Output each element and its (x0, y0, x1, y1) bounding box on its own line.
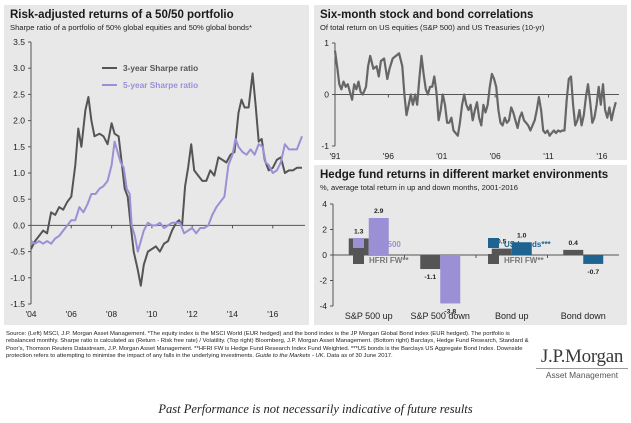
y-tick-label: 3.0 (13, 63, 25, 73)
panel-title: Risk-adjusted returns of a 50/50 portfol… (10, 9, 234, 21)
panel-title: Hedge fund returns in different market e… (320, 169, 609, 181)
correlation-chart: -1 0 1 '91 '96 '01 '06 '11 '16 (321, 38, 619, 161)
x-tick-label: '16 (267, 309, 278, 319)
source-text: Source: (Left) MSCI, J.P. Morgan Asset M… (6, 331, 529, 360)
bar-value-label: -0.7 (587, 269, 599, 276)
y-tick-label: 1.0 (13, 168, 25, 178)
legend-label: HFRI FW** (369, 256, 409, 265)
bar-value-label: 0.5 (497, 239, 507, 246)
source-tail: Data as of 30 June 2017. (325, 353, 393, 360)
y-tick-label: 0 (324, 90, 329, 100)
category-label: Bond down (561, 311, 606, 321)
bar-value-label: 0.4 (569, 240, 579, 247)
series-line-correlation (333, 50, 617, 137)
bar-hfri-fw- (563, 249, 584, 255)
y-tick-label: 0 (322, 250, 327, 260)
y-tick-label: -1.0 (10, 273, 25, 283)
source-italic: Guide to the Markets - UK. (255, 353, 326, 360)
correlation-panel: Six-month stock and bond correlations Of… (314, 5, 627, 161)
sharpe-ratio-panel: Risk-adjusted returns of a 50/50 portfol… (4, 5, 309, 325)
x-tick-label: '10 (146, 309, 157, 319)
legend-label: 3-year Sharpe ratio (123, 63, 198, 73)
panel-title: Six-month stock and bond correlations (320, 9, 534, 21)
category-label: S&P 500 down (411, 311, 470, 321)
x-tick-label: '91 (329, 151, 340, 161)
x-tick-label: '06 (66, 309, 77, 319)
y-tick-label: 2 (322, 225, 327, 235)
bar-hfri-fw- (420, 255, 441, 270)
y-tick-label: 4 (322, 199, 327, 209)
legend-swatch (353, 254, 364, 264)
x-tick-label: '12 (187, 309, 198, 319)
y-tick-label: -2 (319, 276, 327, 286)
hedge-fund-panel: Hedge fund returns in different market e… (314, 165, 627, 325)
category-label: S&P 500 up (345, 311, 393, 321)
legend-swatch (488, 238, 499, 248)
y-tick-label: 1 (324, 38, 329, 48)
series-line-3-year-sharpe-ratio (30, 72, 302, 287)
jpmorgan-logo: J.P.Morgan Asset Management (536, 347, 628, 380)
y-tick-label: -4 (319, 301, 327, 311)
y-tick-label: -1.5 (10, 299, 25, 309)
sharpe-ratio-chart: -1.5 -1.0 -0.5 0.0 0.5 1.0 1.5 2.0 2.5 3.0 3.5 '04 '… (10, 37, 305, 319)
hedge-fund-bar-chart: -4 -2 0 2 4 1.3 2.9 S&P 500 up -1.1 -3.8S&P 500 d… (319, 199, 619, 321)
y-tick-label: 1.5 (13, 142, 25, 152)
series-line-5-year-sharpe-ratio (30, 135, 303, 253)
bar-s-p-500 (440, 255, 461, 304)
x-tick-label: '01 (436, 151, 447, 161)
legend-label: S&P 500 (369, 240, 401, 249)
panel-subtitle: Sharpe ratio of a portfolio of 50% globa… (10, 23, 252, 32)
y-tick-label: 2.5 (13, 89, 25, 99)
bar-value-label: 1.3 (354, 228, 364, 235)
legend-label: 5-year Sharpe ratio (123, 80, 198, 90)
panel-subtitle: %, average total return in up and down m… (320, 183, 518, 192)
source-footnote: Source: (Left) MSCI, J.P. Morgan Asset M… (6, 331, 536, 361)
y-tick-label: 3.5 (13, 37, 25, 47)
bar-s-p-500 (368, 218, 389, 255)
legend-label: HFRI FW** (504, 256, 544, 265)
x-tick-label: '11 (543, 151, 554, 161)
bar-value-label: -1.1 (424, 274, 436, 281)
bar-value-label: 1.0 (517, 232, 527, 239)
panel-subtitle: Of total return on US equities (S&P 500)… (320, 23, 545, 32)
bar-us-bonds- (511, 242, 532, 255)
x-tick-label: '96 (383, 151, 394, 161)
x-tick-label: '04 (25, 309, 36, 319)
bar-value-label: -3.8 (444, 308, 456, 315)
x-tick-label: '14 (227, 309, 238, 319)
x-tick-label: '06 (490, 151, 501, 161)
legend-swatch (488, 254, 499, 264)
bar-value-label: 2.9 (374, 208, 384, 215)
bar-us-bonds- (583, 255, 604, 264)
disclaimer: Past Performance is not necessarily indi… (158, 402, 473, 416)
y-tick-label: 0.0 (13, 220, 25, 230)
x-tick-label: '16 (596, 151, 607, 161)
x-tick-label: '08 (106, 309, 117, 319)
legend-label: US bonds*** (504, 240, 552, 249)
y-tick-label: 2.0 (13, 116, 25, 126)
legend-swatch (353, 238, 364, 248)
bar-hfri-fw- (491, 248, 512, 255)
category-label: Bond up (495, 311, 529, 321)
y-tick-label: -1 (321, 141, 329, 151)
y-tick-label: 0.5 (13, 194, 25, 204)
logo-wordmark: J.P.Morgan (536, 347, 628, 369)
logo-subtitle: Asset Management (545, 370, 619, 380)
y-tick-label: -0.5 (10, 247, 25, 257)
